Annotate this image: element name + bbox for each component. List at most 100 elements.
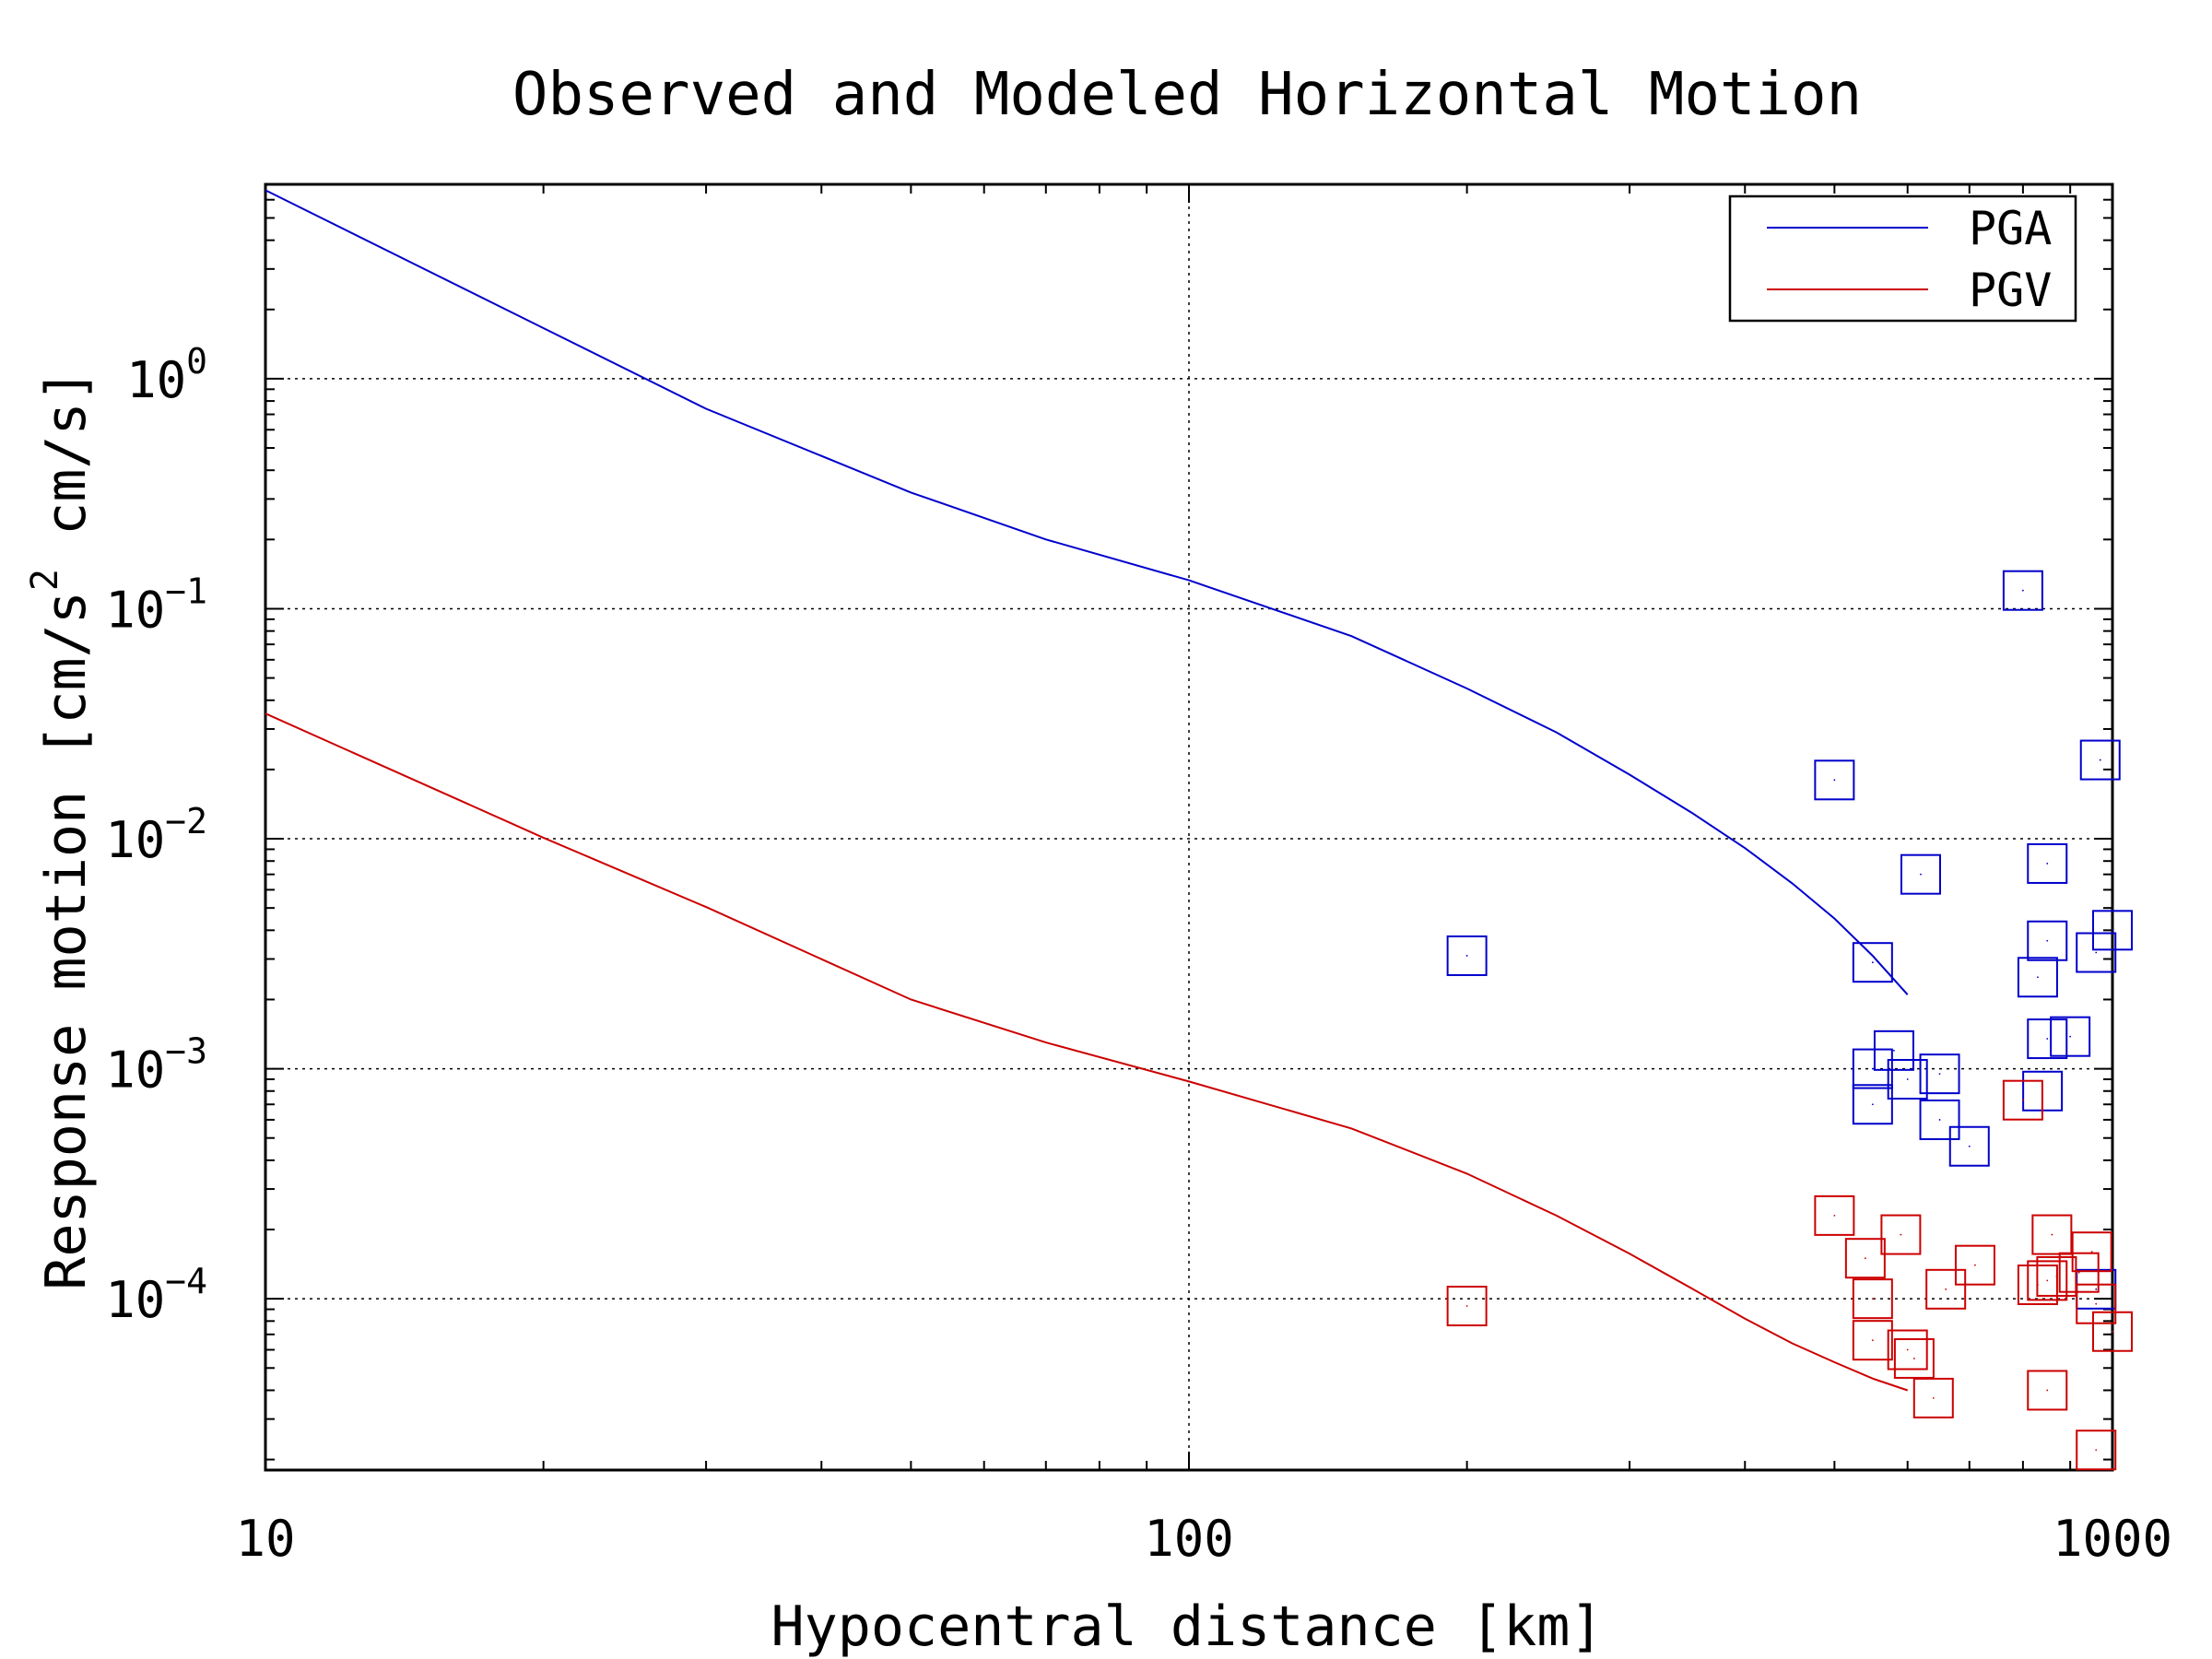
observed-marker-pga <box>1948 1125 1990 1167</box>
observed-point-pga <box>1833 779 1836 782</box>
observed-point-pga <box>1920 873 1922 876</box>
x-tick-labels: 10 100 1000 <box>235 1510 2172 1568</box>
legend-label-pga: PGA <box>1969 202 2052 255</box>
observed-marker-pga <box>1887 1059 1928 1100</box>
observed-marker-pga <box>2076 932 2117 973</box>
observed-marker-pgv <box>2058 1252 2100 1293</box>
observed-point-pgv <box>2095 1302 2098 1305</box>
observed-marker-pga <box>1852 942 1893 983</box>
x-axis-label: Hypocentral distance [km] <box>771 1594 1603 1659</box>
observed-point-pgv <box>1871 1339 1874 1342</box>
observed-point-pga <box>2112 929 2113 932</box>
observed-marker-pga <box>1919 1099 1960 1140</box>
observed-marker-pga <box>2027 1018 2068 1060</box>
observed-point-pgv <box>1906 1348 1909 1351</box>
y-tick-label: 10−3 <box>105 1031 207 1100</box>
observed-point-pgv <box>2046 1279 2049 1282</box>
observed-marker-pga <box>2002 570 2043 611</box>
observed-point-pga <box>2046 1038 2049 1040</box>
grid <box>265 184 2112 1470</box>
observed-marker-pga <box>1852 1048 1893 1089</box>
legend-box <box>1728 194 2077 323</box>
observed-point-pga <box>2037 976 2039 979</box>
observed-point-pga <box>1893 1049 1895 1052</box>
x-tick-label: 1000 <box>2053 1510 2172 1568</box>
observed-marker-pgv <box>2002 1079 2043 1121</box>
model-curves <box>265 189 1909 1392</box>
chart-title: Observed and Modeled Horizontal Motion <box>512 61 1862 129</box>
observed-point-pga <box>2095 951 2098 954</box>
observed-point-pgv <box>1864 1257 1866 1260</box>
observed-point-pgv <box>2095 1449 2098 1452</box>
legend-label-pgv: PGV <box>1969 264 2052 317</box>
observed-marker-pgv <box>1887 1329 1928 1371</box>
observed-markers <box>1446 570 2133 1471</box>
observed-marker-pgv <box>1446 1286 1488 1327</box>
model-curve-pgv <box>265 712 1909 1392</box>
observed-marker-pga <box>1900 853 1941 895</box>
observed-marker-pgv <box>1852 1320 1893 1361</box>
observed-marker-pgv <box>2076 1430 2117 1471</box>
observed-point-pgv <box>1932 1397 1935 1399</box>
observed-marker-pgv <box>2092 1311 2133 1352</box>
observed-point-pgv <box>2055 1276 2058 1277</box>
observed-marker-pga <box>1852 1084 1893 1125</box>
y-axis-label-sup: 2 <box>24 569 66 591</box>
observed-point-pgv <box>1833 1214 1836 1217</box>
y-tick-label: 100 <box>126 341 207 409</box>
observed-point-pgv <box>1871 1298 1874 1300</box>
observed-marker-pga <box>2079 739 2121 781</box>
observed-point-pga <box>2021 589 2024 592</box>
x-tick-label: 10 <box>235 1510 295 1568</box>
observed-point-pga <box>1938 1073 1941 1076</box>
observed-point-pgv <box>2046 1389 2049 1392</box>
observed-point-pgv <box>1974 1264 1976 1266</box>
y-tick-label: 10−1 <box>105 571 207 639</box>
observed-point-pga <box>2099 759 2101 761</box>
observed-point-pgv <box>2021 1099 2024 1101</box>
observed-marker-pga <box>1873 1030 1914 1071</box>
observed-marker-pga <box>1919 1053 1960 1095</box>
observed-point-pgv <box>2112 1330 2113 1333</box>
observed-marker-pgv <box>2031 1214 2073 1255</box>
observed-point-pga <box>2046 939 2049 942</box>
y-tick-label: 10−2 <box>105 801 207 869</box>
observed-marker-pgv <box>1844 1238 1886 1279</box>
observed-marker-pga <box>2050 1016 2091 1057</box>
observed-point-pgv <box>1900 1233 1902 1236</box>
observed-marker-pga <box>2092 910 2133 951</box>
observed-point-pgv <box>2051 1233 2053 1236</box>
observed-marker-pgv <box>2076 1283 2117 1324</box>
observed-point-pga <box>1906 1078 1909 1080</box>
observed-point-pgv <box>1945 1288 1947 1290</box>
y-axis-label-main: Response motion [cm/s <box>34 591 99 1290</box>
model-curve-pga <box>265 189 1909 995</box>
observed-marker-pgv <box>1880 1214 1922 1255</box>
observed-marker-pgv <box>1814 1194 1855 1236</box>
observed-marker-pgv <box>1852 1278 1893 1320</box>
observed-point-pga <box>2069 1035 2072 1038</box>
observed-marker-pgv <box>2036 1255 2077 1297</box>
legend: PGA PGV <box>1728 194 2077 323</box>
observed-marker-pgv <box>2027 1370 2068 1411</box>
observed-point-pga <box>2095 1288 2098 1290</box>
observed-marker-pgv <box>1925 1268 1967 1310</box>
observed-point-pgv <box>1913 1358 1915 1359</box>
observed-marker-pga <box>2027 842 2068 884</box>
observed-marker-pgv <box>1954 1244 1995 1286</box>
observed-marker-pgv <box>2071 1231 2112 1273</box>
observed-point-pga <box>1871 1067 1874 1070</box>
observed-point-pgv <box>2077 1271 2080 1274</box>
y-axis-label: Response motion [cm/s2 cm/s] <box>24 369 99 1289</box>
observed-point-pgv <box>1465 1305 1468 1307</box>
observed-point-pga <box>1871 1103 1874 1106</box>
observed-point-pgv <box>2090 1251 2093 1253</box>
observed-marker-pga <box>2017 957 2058 998</box>
x-tick-label: 100 <box>1144 1510 1234 1568</box>
observed-marker-pgv <box>1912 1377 1954 1418</box>
observed-point-pga <box>1871 961 1874 964</box>
y-tick-labels: 100 10−1 10−2 10−3 10−4 <box>105 341 207 1329</box>
y-tick-label: 10−4 <box>105 1261 207 1329</box>
observed-point-pga <box>1938 1119 1941 1121</box>
